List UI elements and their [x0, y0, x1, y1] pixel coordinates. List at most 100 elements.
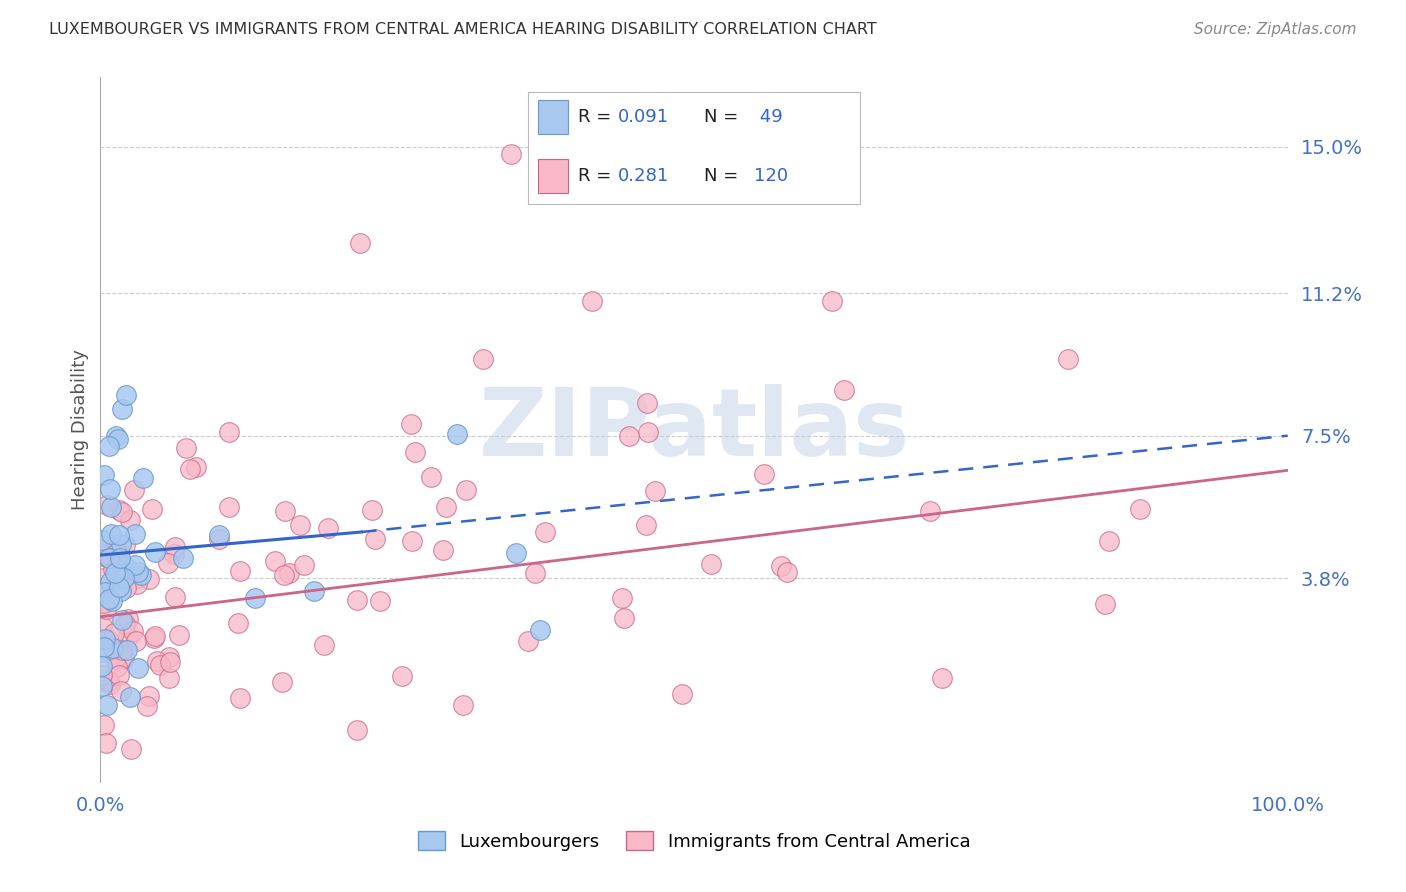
Point — [111, 401, 134, 416]
Legend: Luxembourgers, Immigrants from Central America: Luxembourgers, Immigrants from Central A… — [411, 824, 977, 858]
Point — [776, 565, 799, 579]
Point — [302, 584, 325, 599]
Point — [617, 428, 640, 442]
Point — [671, 687, 693, 701]
Point — [111, 642, 134, 657]
Point — [122, 483, 145, 497]
Point — [93, 467, 115, 482]
Point — [114, 559, 136, 574]
Point — [120, 690, 142, 705]
Point — [167, 628, 190, 642]
Point — [401, 533, 423, 548]
Point — [157, 557, 180, 571]
Point — [125, 633, 148, 648]
Point — [163, 547, 186, 561]
Point — [90, 640, 112, 654]
Point — [141, 502, 163, 516]
Point — [419, 470, 441, 484]
Point — [124, 558, 146, 573]
Point — [1056, 351, 1078, 366]
Point — [581, 293, 603, 308]
Point — [101, 562, 124, 576]
Point — [103, 641, 125, 656]
Point — [125, 571, 148, 585]
Point — [94, 632, 117, 646]
Point — [274, 504, 297, 518]
Point — [129, 568, 152, 582]
Point — [98, 482, 121, 496]
Point — [96, 498, 118, 512]
Point — [112, 649, 135, 664]
Point — [115, 388, 138, 402]
Point — [349, 236, 371, 251]
Point — [316, 521, 339, 535]
Point — [208, 528, 231, 542]
Point — [105, 563, 128, 577]
Point — [104, 566, 127, 580]
Point — [104, 543, 127, 558]
Point — [124, 527, 146, 541]
Point — [499, 147, 522, 161]
Point — [1098, 534, 1121, 549]
Point — [107, 528, 129, 542]
Y-axis label: Hearing Disability: Hearing Disability — [72, 350, 89, 510]
Point — [505, 546, 527, 560]
Text: Source: ZipAtlas.com: Source: ZipAtlas.com — [1194, 22, 1357, 37]
Point — [111, 614, 134, 628]
Point — [446, 427, 468, 442]
Point — [157, 671, 180, 685]
Point — [346, 592, 368, 607]
Point — [364, 532, 387, 546]
Point — [636, 517, 658, 532]
Point — [820, 293, 842, 308]
Point — [218, 500, 240, 514]
Point — [138, 690, 160, 704]
Text: LUXEMBOURGER VS IMMIGRANTS FROM CENTRAL AMERICA HEARING DISABILITY CORRELATION C: LUXEMBOURGER VS IMMIGRANTS FROM CENTRAL … — [49, 22, 877, 37]
Point — [122, 624, 145, 638]
Point — [100, 500, 122, 514]
Point — [98, 550, 121, 565]
Point — [172, 550, 194, 565]
Point — [229, 691, 252, 706]
Point — [100, 553, 122, 567]
Point — [114, 617, 136, 632]
Point — [157, 650, 180, 665]
Point — [636, 395, 658, 409]
Point — [135, 699, 157, 714]
Point — [312, 638, 335, 652]
Point — [127, 565, 149, 579]
Point — [290, 518, 312, 533]
Point — [96, 698, 118, 712]
Point — [432, 542, 454, 557]
Point — [143, 545, 166, 559]
Point — [125, 576, 148, 591]
Point — [108, 668, 131, 682]
Point — [110, 583, 132, 598]
Point — [834, 383, 856, 397]
Point — [159, 655, 181, 669]
Point — [90, 679, 112, 693]
Point — [143, 631, 166, 645]
Point — [107, 572, 129, 586]
Point — [243, 591, 266, 606]
Point — [97, 632, 120, 646]
Point — [149, 657, 172, 672]
Point — [346, 723, 368, 737]
Point — [163, 590, 186, 604]
Point — [97, 439, 120, 453]
Point — [103, 626, 125, 640]
Point — [117, 612, 139, 626]
Point — [360, 503, 382, 517]
Point — [115, 643, 138, 657]
Point — [93, 596, 115, 610]
Point — [613, 610, 636, 624]
Point — [533, 524, 555, 539]
Point — [700, 558, 723, 572]
Point — [277, 566, 299, 580]
Point — [179, 462, 201, 476]
Point — [524, 566, 547, 581]
Point — [104, 541, 127, 555]
Point — [107, 433, 129, 447]
Point — [108, 503, 131, 517]
Point — [93, 640, 115, 654]
